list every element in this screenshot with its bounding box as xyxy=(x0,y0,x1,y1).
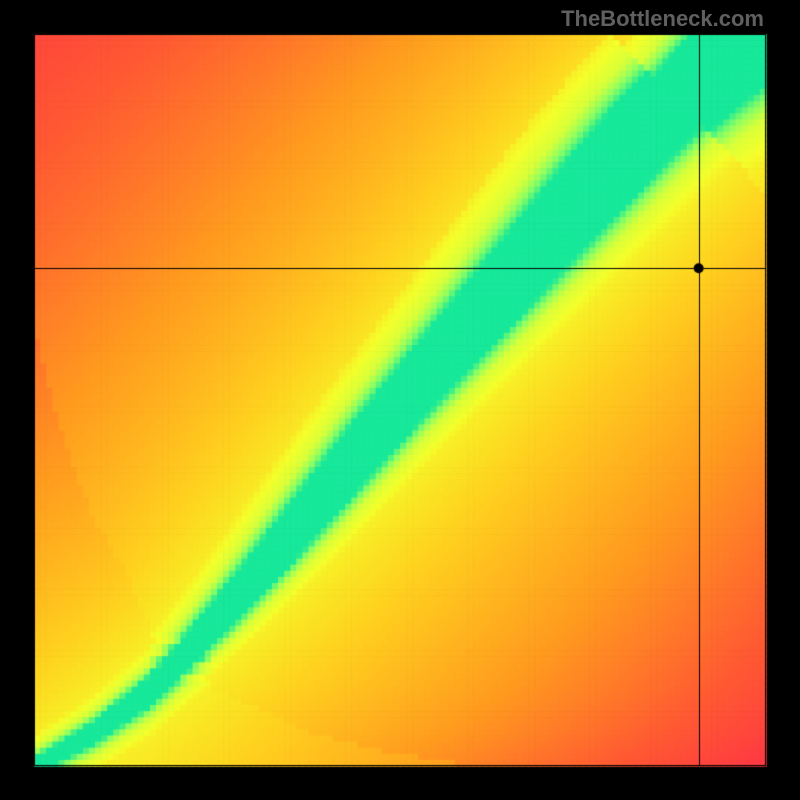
bottleneck-heatmap xyxy=(0,0,800,800)
figure-container: TheBottleneck.com xyxy=(0,0,800,800)
watermark-text: TheBottleneck.com xyxy=(561,6,764,32)
